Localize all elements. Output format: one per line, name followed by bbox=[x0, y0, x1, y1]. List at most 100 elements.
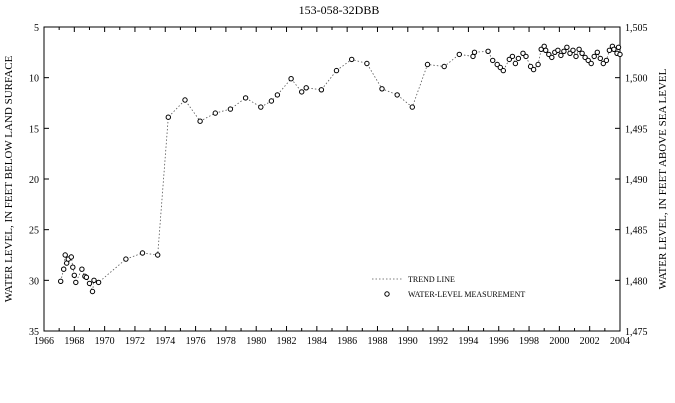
x-tick-label: 1992 bbox=[428, 336, 448, 347]
data-point bbox=[242, 95, 249, 101]
data-point bbox=[471, 49, 478, 55]
data-point bbox=[303, 85, 309, 91]
y-right-tick-label: 1,475 bbox=[625, 327, 648, 338]
data-point bbox=[512, 60, 519, 67]
data-point bbox=[288, 76, 294, 82]
data-point bbox=[594, 49, 600, 55]
y-left-tick-label: 30 bbox=[29, 276, 39, 287]
y-left-tick-label: 20 bbox=[29, 175, 39, 186]
data-point bbox=[86, 280, 93, 287]
y-left-tick-label: 15 bbox=[29, 124, 39, 135]
y-left-tick-label: 10 bbox=[29, 74, 39, 85]
data-point bbox=[527, 63, 534, 70]
measurement-points bbox=[58, 43, 623, 295]
x-tick-label: 2002 bbox=[580, 336, 600, 347]
data-point bbox=[58, 278, 64, 284]
data-point bbox=[79, 266, 85, 272]
data-point bbox=[364, 60, 370, 67]
legend-point-swatch bbox=[384, 291, 390, 297]
data-point bbox=[506, 56, 512, 63]
data-point bbox=[274, 92, 281, 98]
x-tick-label: 1972 bbox=[125, 336, 145, 347]
y-right-tick-label: 1,490 bbox=[625, 175, 648, 186]
y-right-tick-label: 1,500 bbox=[625, 74, 648, 85]
legend-points-label: WATER-LEVEL MEASUREMENT bbox=[408, 290, 525, 299]
data-point bbox=[509, 53, 516, 60]
data-point bbox=[197, 118, 203, 124]
y-left-tick-label: 35 bbox=[29, 327, 39, 338]
data-point bbox=[62, 252, 68, 258]
data-point bbox=[597, 55, 603, 62]
data-point bbox=[600, 60, 606, 67]
y-axis-right: 1,505 1,500 1,495 1,490 1,485 1,480 1,475 bbox=[615, 23, 648, 338]
data-point bbox=[394, 92, 400, 98]
data-point bbox=[615, 44, 622, 50]
data-point bbox=[227, 106, 234, 112]
data-point bbox=[564, 44, 570, 50]
plot-frame bbox=[43, 26, 621, 332]
x-tick-label: 2000 bbox=[549, 336, 569, 347]
data-point bbox=[570, 47, 576, 53]
data-point bbox=[579, 50, 585, 56]
data-point bbox=[520, 50, 526, 56]
x-tick-label: 1978 bbox=[216, 336, 236, 347]
data-point bbox=[123, 256, 129, 262]
data-point bbox=[576, 46, 582, 52]
x-tick-label: 1994 bbox=[458, 336, 478, 347]
x-tick-label: 1974 bbox=[155, 336, 175, 347]
legend: TREND LINE WATER-LEVEL MEASUREMENT bbox=[372, 275, 525, 299]
data-point bbox=[165, 114, 172, 120]
x-tick-label: 1980 bbox=[246, 336, 266, 347]
chart-title: 153-058-32DBB bbox=[299, 3, 380, 17]
data-point bbox=[500, 67, 506, 74]
data-point bbox=[543, 47, 549, 53]
data-point bbox=[83, 274, 90, 280]
x-tick-label: 1968 bbox=[64, 336, 84, 347]
x-tick-label: 1976 bbox=[186, 336, 206, 347]
data-point bbox=[497, 64, 503, 71]
x-tick-label: 1970 bbox=[95, 336, 115, 347]
x-tick-label: 2004 bbox=[610, 336, 630, 347]
data-point bbox=[349, 56, 355, 63]
data-point bbox=[555, 47, 561, 53]
data-point bbox=[258, 104, 264, 110]
data-point bbox=[561, 48, 567, 54]
data-point bbox=[611, 46, 617, 52]
x-axis: 1966 1968 1970 1972 1974 1976 1978 1980 1982 1984… bbox=[34, 27, 630, 347]
data-point bbox=[515, 55, 522, 62]
x-tick-label: 1966 bbox=[34, 336, 54, 347]
y-left-tick-label: 5 bbox=[34, 23, 39, 34]
x-tick-label: 1982 bbox=[277, 336, 297, 347]
data-point bbox=[95, 279, 102, 286]
y-axis-right-label: WATER LEVEL, IN FEET ABOVE SEA LEVEL bbox=[657, 68, 669, 289]
trend-line bbox=[60, 45, 621, 292]
data-point bbox=[603, 57, 610, 64]
data-point bbox=[68, 254, 75, 260]
data-point bbox=[617, 51, 623, 58]
data-point bbox=[606, 47, 613, 53]
x-tick-label: 1996 bbox=[489, 336, 509, 347]
x-tick-label: 1990 bbox=[398, 336, 418, 347]
legend-trend-label: TREND LINE bbox=[408, 275, 455, 284]
data-point bbox=[582, 54, 588, 61]
x-tick-label: 1984 bbox=[307, 336, 327, 347]
data-point bbox=[318, 87, 325, 93]
data-point bbox=[523, 53, 529, 60]
data-point bbox=[558, 52, 564, 59]
data-point bbox=[89, 288, 96, 295]
data-point bbox=[409, 104, 415, 110]
x-tick-label: 1988 bbox=[367, 336, 387, 347]
y-axis-left: 5 10 15 20 25 30 35 bbox=[29, 23, 49, 338]
y-right-tick-label: 1,505 bbox=[625, 23, 648, 34]
data-point bbox=[573, 53, 579, 60]
data-point bbox=[379, 86, 385, 92]
data-point bbox=[333, 67, 340, 74]
data-point bbox=[490, 57, 496, 64]
data-point bbox=[549, 54, 555, 61]
data-point bbox=[588, 60, 594, 67]
y-right-tick-label: 1,495 bbox=[625, 124, 648, 135]
data-point bbox=[585, 57, 591, 64]
data-point bbox=[212, 110, 219, 116]
